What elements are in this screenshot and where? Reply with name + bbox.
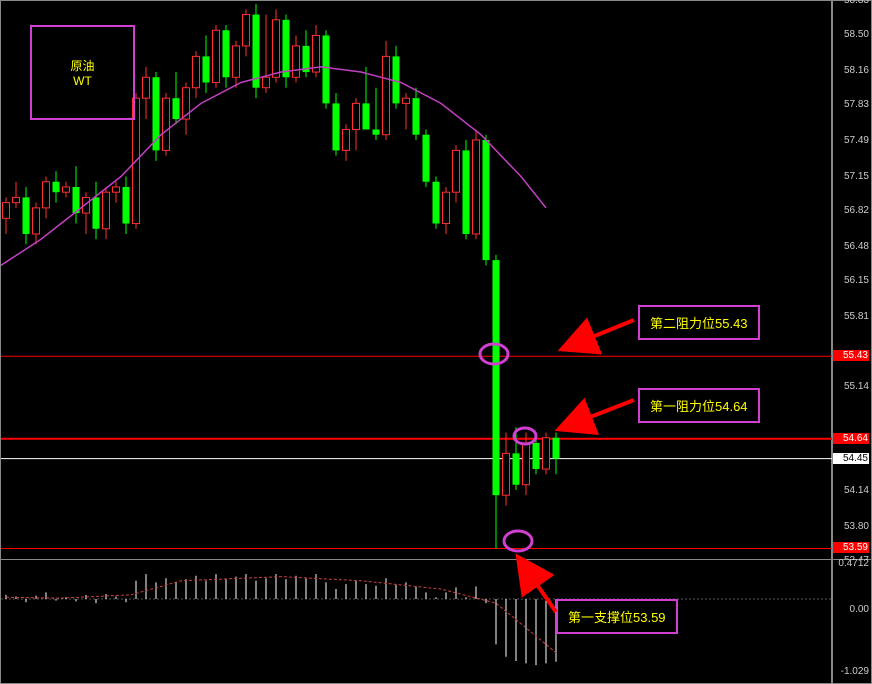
indicator-svg <box>1 560 833 684</box>
title-box: 原油 WT <box>30 25 135 120</box>
indicator-y-label: 0.4712 <box>833 558 869 569</box>
y-axis-label: 58.16 <box>833 65 869 76</box>
y-axis-label: 56.48 <box>833 241 869 252</box>
y-axis-label: 58.50 <box>833 29 869 40</box>
y-axis-label: 57.83 <box>833 99 869 110</box>
y-axis-label: 57.49 <box>833 135 869 146</box>
macd-indicator-chart[interactable] <box>0 560 832 684</box>
indicator-y-label: 0.00 <box>833 604 869 615</box>
price-marker-label: 54.45 <box>833 453 869 464</box>
y-axis-label: 55.14 <box>833 381 869 392</box>
annotation-support-1: 第一支撑位53.59 <box>556 599 678 634</box>
y-axis-label: 53.80 <box>833 521 869 532</box>
y-axis-label: 58.83 <box>833 0 869 6</box>
title-line1: 原油 <box>70 57 94 74</box>
title-line2: WT <box>73 74 92 88</box>
y-axis-label: 54.14 <box>833 485 869 496</box>
y-axis-indicator: 0.4712 0.00 -1.029 <box>832 560 872 684</box>
annotation-resistance-2: 第二阻力位55.43 <box>638 305 760 340</box>
indicator-y-label: -1.029 <box>833 666 869 677</box>
price-marker-label: 53.59 <box>833 542 869 553</box>
annotation-resistance-1: 第一阻力位54.64 <box>638 388 760 423</box>
y-axis-label: 56.15 <box>833 275 869 286</box>
chart-container: 58.83 58.50 58.16 57.83 57.49 57.15 56.82 56.48… <box>0 0 872 684</box>
y-axis-label: 55.81 <box>833 311 869 322</box>
price-marker-label: 55.43 <box>833 350 869 361</box>
y-axis-label: 57.15 <box>833 171 869 182</box>
y-axis-label: 56.82 <box>833 205 869 216</box>
y-axis-main: 58.83 58.50 58.16 57.83 57.49 57.15 56.82 56.48… <box>832 0 872 560</box>
price-marker-label: 54.64 <box>833 433 869 444</box>
